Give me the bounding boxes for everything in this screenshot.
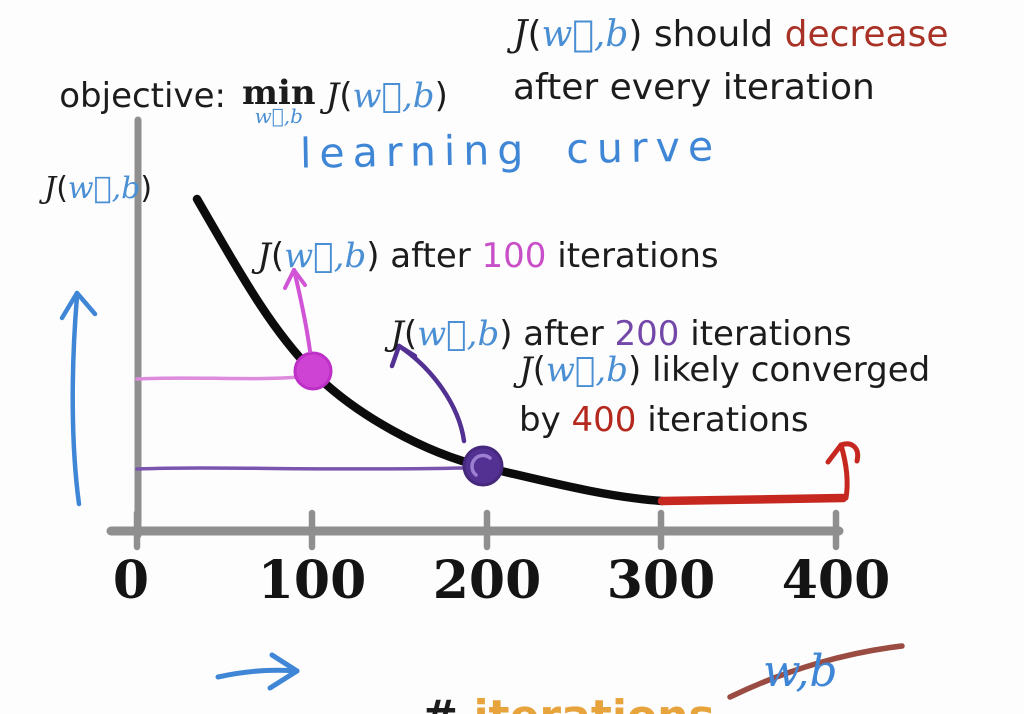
x-tick-label-0: 0 (112, 550, 150, 611)
wb-strikethrough (727, 643, 905, 700)
iteration-count-100: 100 (481, 236, 547, 276)
chart-title: learning curve (299, 122, 722, 178)
x-axis-tick-marks (133, 509, 840, 551)
cost-curve (192, 194, 667, 506)
x-axis-direction-arrow (215, 652, 300, 691)
converged-segment (657, 493, 848, 506)
marker-100-arrow (283, 268, 312, 353)
marker-200-dot (462, 445, 504, 487)
annotation-200-iterations: J(w⃗,b) after 200 iterations (390, 314, 852, 354)
hash-symbol: # (421, 691, 473, 714)
marker-100-dot (293, 351, 333, 391)
decrease-word: decrease (784, 14, 949, 55)
marker-200-dot-scribble (470, 453, 492, 477)
x-tick-label-200: 200 (432, 550, 542, 611)
crossed-out-wb: w,b (763, 646, 838, 697)
x-tick-label-400: 400 (781, 550, 891, 611)
objective-expression: objective: min w⃗,b J(w⃗,b) (59, 73, 448, 128)
converged-arrow (825, 441, 861, 501)
min-operator: min w⃗,b (241, 73, 316, 128)
y-axis-increase-arrow (59, 290, 98, 507)
marker-100-level-line (135, 375, 301, 381)
marker-200-arrow (389, 343, 467, 444)
x-axis-title: # iterations (360, 640, 714, 714)
decrease-note-line2: after every iteration (513, 67, 875, 108)
iterations-word: iterations (473, 691, 714, 714)
iteration-count-200: 200 (614, 314, 680, 354)
y-axis-label: J(w⃗,b) (44, 171, 153, 206)
annotation-400-converged: J(w⃗,b) likely converged by 400 iteratio… (519, 350, 931, 440)
annotation-100-iterations: J(w⃗,b) after 100 iterations (257, 236, 719, 276)
decrease-note: J(w⃗,b) should decrease after every iter… (513, 8, 949, 114)
x-tick-label-300: 300 (606, 550, 716, 611)
marker-200-level-line (135, 466, 465, 471)
x-tick-label-100: 100 (257, 550, 367, 611)
iteration-count-400: 400 (571, 400, 637, 440)
objective-label: objective: (59, 76, 226, 116)
